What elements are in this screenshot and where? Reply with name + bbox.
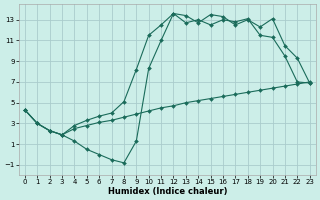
X-axis label: Humidex (Indice chaleur): Humidex (Indice chaleur) [108,187,227,196]
